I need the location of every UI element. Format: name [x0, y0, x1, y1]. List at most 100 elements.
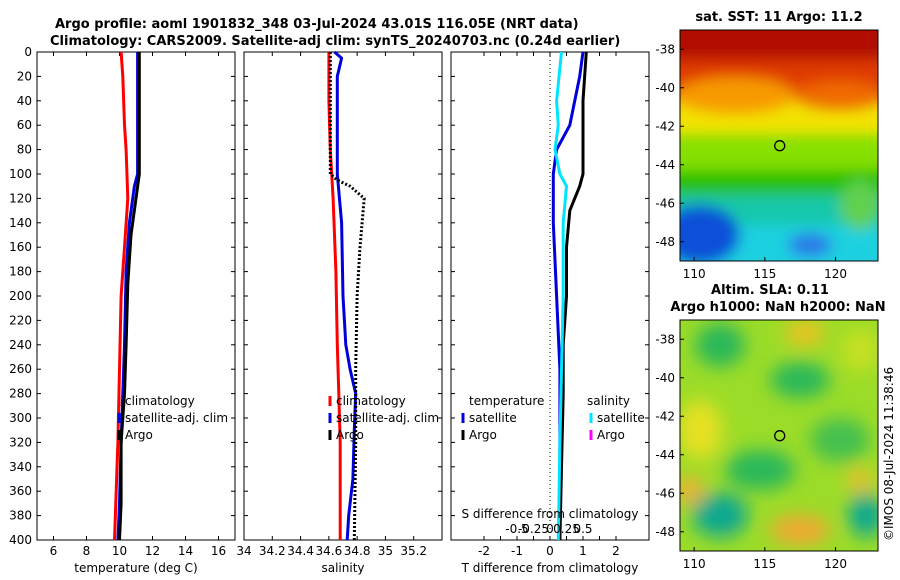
salinity-panel: 34 34.2 34.4 34.6 34.8 35 35.2 salinity climatol…	[236, 50, 443, 575]
legend-label: satellite-adj. clim	[125, 411, 228, 425]
difference-series-salinity-satellite	[553, 51, 568, 541]
temperature-xtick-label: 6	[50, 544, 58, 558]
imos-credit: ©IMOS 08-Jul-2024 11:38:46	[882, 367, 896, 541]
sst-map-title: sat. SST: 11 Argo: 11.2	[695, 10, 862, 25]
depth-tick-label: 40	[17, 94, 32, 108]
salinity-series-satellite-adj-clim	[333, 50, 358, 541]
depth-tick-label: 20	[17, 69, 32, 83]
temperature-panel: 0 20 40 60 80 100 120 140 160 180 200 220 240 260 280 3…	[9, 45, 236, 575]
temperature-xlabel: temperature (deg C)	[74, 561, 197, 575]
legend-title-temperature: temperature	[469, 394, 544, 408]
sst-argo-marker	[774, 140, 786, 152]
depth-tick-label: 80	[17, 143, 32, 157]
difference-xtick-label: -2	[478, 544, 490, 558]
temperature-xtick-label: 12	[145, 544, 160, 558]
s-tick-label: -0.25	[518, 522, 549, 536]
difference-series-temperature-argo	[558, 51, 588, 541]
depth-tick-label: 100	[9, 167, 32, 181]
map-xtick-label: 115	[753, 267, 776, 281]
temperature-series-argo	[118, 52, 141, 541]
s-tick-label: 0.5	[573, 522, 592, 536]
s-tick-label: 0.25	[553, 522, 580, 536]
difference-xtick-label: 1	[579, 544, 587, 558]
s-difference-label: S difference from climatology	[462, 507, 639, 521]
depth-tick-label: 300	[9, 411, 32, 425]
salinity-xtick-label: 34	[236, 544, 251, 558]
s-tick-label: -0.5	[505, 522, 528, 536]
depth-tick-label: 340	[9, 460, 32, 474]
map-ytick-label: -42	[655, 409, 675, 423]
title-line-1: Argo profile: aoml 1901832_348 03-Jul-20…	[55, 17, 579, 32]
map-ytick-label: -48	[655, 525, 675, 539]
legend-label: satellite	[597, 411, 645, 425]
difference-panel: -2 -1 0 1 2 T difference from climatology temp…	[450, 51, 650, 575]
salinity-xtick-label: 34.4	[287, 544, 314, 558]
map-ytick-label: -44	[655, 158, 675, 172]
salinity-xtick-label: 35.2	[400, 544, 427, 558]
map-ytick-label: -38	[655, 332, 675, 346]
sla-map-title-2: Argo h1000: NaN h2000: NaN	[670, 300, 885, 315]
sst-map: sat. SST: 11 Argo: 11.2 110 115 120 -38 -40 -…	[655, 10, 879, 281]
map-xtick-label: 110	[683, 557, 706, 571]
map-ytick-label: -40	[655, 81, 675, 95]
map-ytick-label: -46	[655, 196, 675, 210]
legend-label: climatology	[125, 394, 195, 408]
difference-xtick-label: 0	[546, 544, 554, 558]
salinity-xlabel: salinity	[321, 561, 364, 575]
salinity-xtick-label: 34.8	[344, 544, 371, 558]
temperature-frame	[36, 51, 236, 541]
depth-tick-label: 60	[17, 118, 32, 132]
sst-field	[680, 30, 878, 261]
temperature-xtick-label: 10	[112, 544, 127, 558]
legend-label: Argo	[597, 428, 625, 442]
depth-tick-label: 200	[9, 289, 32, 303]
depth-tick-label: 220	[9, 313, 32, 327]
map-ytick-label: -46	[655, 486, 675, 500]
map-ytick-label: -42	[655, 119, 675, 133]
temperature-series-climatology	[113, 51, 130, 541]
legend-label: climatology	[336, 394, 406, 408]
legend-label: Argo	[336, 428, 364, 442]
title-line-2: Climatology: CARS2009. Satellite-adj cli…	[50, 34, 620, 49]
map-xtick-label: 115	[753, 557, 776, 571]
legend-label: satellite-adj. clim	[336, 411, 439, 425]
map-xtick-label: 120	[824, 557, 847, 571]
legend-label: Argo	[469, 428, 497, 442]
depth-tick-label: 360	[9, 484, 32, 498]
salinity-xtick-label: 34.6	[315, 544, 342, 558]
temperature-xtick-label: 14	[178, 544, 193, 558]
depth-tick-label: 320	[9, 435, 32, 449]
difference-xtick-label: -1	[511, 544, 523, 558]
difference-xlabel: T difference from climatology	[461, 561, 639, 575]
sla-field	[680, 320, 878, 551]
salinity-xtick-label: 35	[378, 544, 393, 558]
map-xtick-label: 120	[824, 267, 847, 281]
map-xtick-label: 110	[683, 267, 706, 281]
map-ytick-label: -38	[655, 42, 675, 56]
s-tick-label: 0	[546, 522, 554, 536]
depth-tick-label: 240	[9, 338, 32, 352]
temperature-xtick-label: 16	[211, 544, 226, 558]
legend-label: satellite	[469, 411, 517, 425]
sla-argo-marker	[774, 430, 786, 442]
depth-tick-label: 160	[9, 240, 32, 254]
temperature-xtick-label: 8	[83, 544, 91, 558]
sla-map: Altim. SLA: 0.11 Argo h1000: NaN h2000: …	[655, 283, 885, 571]
depth-tick-label: 280	[9, 387, 32, 401]
depth-tick-label: 120	[9, 191, 32, 205]
map-ytick-label: -48	[655, 235, 675, 249]
salinity-xtick-label: 34.2	[259, 544, 286, 558]
depth-tick-label: 380	[9, 509, 32, 523]
depth-tick-label: 140	[9, 216, 32, 230]
sla-map-title-1: Altim. SLA: 0.11	[711, 283, 829, 298]
salinity-series-argo	[328, 52, 366, 541]
depth-tick-label: 260	[9, 362, 32, 376]
legend-title-salinity: salinity	[587, 394, 630, 408]
depth-tick-label: 180	[9, 265, 32, 279]
difference-xtick-label: 2	[612, 544, 620, 558]
depth-tick-label: 400	[9, 533, 32, 547]
legend-label: Argo	[125, 428, 153, 442]
map-ytick-label: -40	[655, 371, 675, 385]
depth-tick-label: 0	[24, 45, 32, 59]
